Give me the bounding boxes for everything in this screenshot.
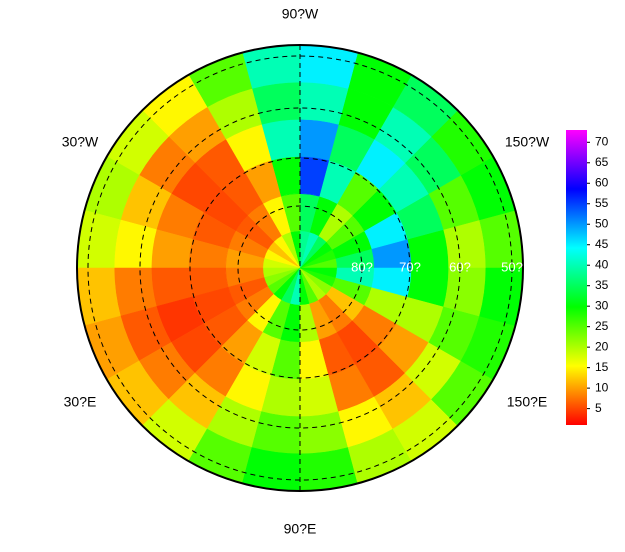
colorbar-tick-label: 25: [595, 319, 609, 333]
colorbar: 5 10 15 20 25 30 35 40 45 50 55 60 65 70: [566, 130, 609, 425]
lat-circle: [237, 205, 363, 331]
field-cell: [241, 44, 301, 89]
field-cell: [299, 447, 359, 492]
colorbar-tick-label: 15: [595, 360, 609, 374]
lat-circle: [139, 107, 461, 429]
latitude-label: 60?: [449, 259, 471, 274]
colorbar-tick-label: 70: [595, 134, 609, 148]
latitude-label: 50?: [501, 259, 523, 274]
colorbar-tick-label: 50: [595, 216, 609, 230]
longitude-label: 30?E: [64, 394, 97, 410]
field: [76, 44, 524, 492]
field-cell: [479, 267, 524, 327]
colorbar-tick-label: 10: [595, 380, 609, 394]
colorbar-tick-label: 40: [595, 257, 609, 271]
colorbar-tick-label: 5: [595, 401, 602, 415]
latitude-label: 70?: [399, 259, 421, 274]
longitude-label: 150?W: [505, 134, 550, 150]
colorbar-fill: [566, 130, 587, 425]
colorbar-tick-label: 65: [595, 155, 609, 169]
colorbar-tick-label: 30: [595, 298, 609, 312]
colorbar-tick-label: 35: [595, 278, 609, 292]
graticule: [87, 45, 513, 491]
longitude-label: 90?E: [284, 521, 317, 537]
colorbar-tick-label: 45: [595, 237, 609, 251]
colorbar-tick-label: 55: [595, 196, 609, 210]
field-cell: [76, 209, 121, 269]
field-cell: [76, 267, 121, 327]
map-border: [76, 44, 524, 492]
lat-circle: [87, 55, 513, 481]
field-cell: [299, 44, 359, 89]
colorbar-tick-label: 60: [595, 175, 609, 189]
latitude-label: 80?: [351, 259, 373, 274]
longitude-label: 150?E: [507, 394, 547, 410]
colorbar-tick-label: 20: [595, 339, 609, 353]
field-cell: [241, 447, 301, 492]
longitude-label: 30?W: [62, 134, 99, 150]
longitude-label: 90?W: [282, 6, 319, 22]
